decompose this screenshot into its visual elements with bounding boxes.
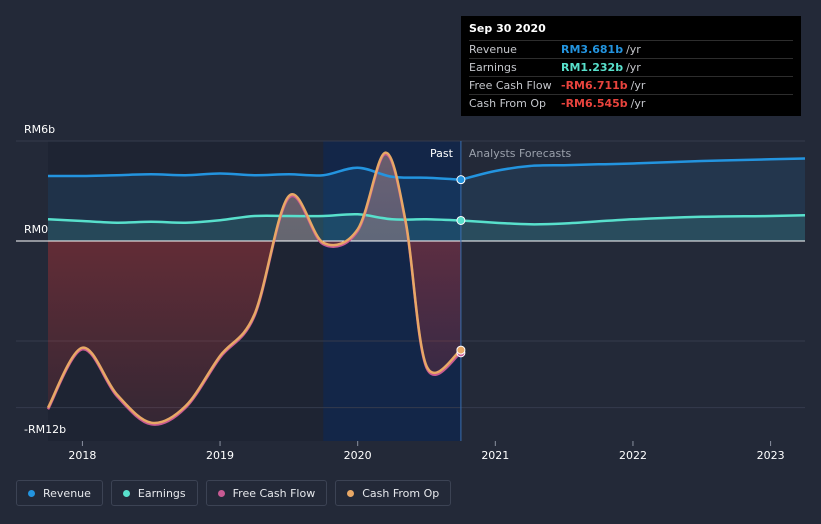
past-label: Past bbox=[430, 147, 454, 160]
legend-item-cfo[interactable]: Cash From Op bbox=[335, 480, 452, 506]
x-tick-label-2020: 2020 bbox=[344, 449, 372, 462]
legend: Revenue Earnings Free Cash Flow Cash Fro… bbox=[16, 480, 452, 506]
area-cfo-positive bbox=[48, 152, 461, 241]
line-revenue-past bbox=[47, 166, 461, 181]
tooltip-cfo-label: Cash From Op bbox=[469, 97, 547, 110]
legend-label-revenue: Revenue bbox=[43, 486, 91, 500]
y-label-zero: RM0 bbox=[24, 223, 48, 236]
legend-label-cfo: Cash From Op bbox=[362, 486, 440, 500]
line-cfo-past bbox=[46, 151, 462, 425]
tooltip-fcf-unit: /yr bbox=[630, 79, 646, 92]
marker-earnings bbox=[456, 215, 466, 225]
tooltip-earnings-label: Earnings bbox=[469, 61, 517, 74]
x-tick-label-2023: 2023 bbox=[757, 449, 785, 462]
tooltip: Sep 30 2020 Revenue RM3.681b /yr Earning… bbox=[461, 16, 801, 116]
tooltip-revenue-label: Revenue bbox=[469, 43, 517, 56]
tooltip-earnings-value: RM1.232b bbox=[561, 61, 624, 74]
tooltip-fcf-label: Free Cash Flow bbox=[469, 79, 552, 92]
marker-revenue bbox=[456, 175, 466, 185]
legend-dot-fcf bbox=[217, 489, 225, 497]
tooltip-row-cfo: Cash From Op -RM6.545b /yr bbox=[469, 94, 793, 112]
legend-label-earnings: Earnings bbox=[137, 486, 186, 500]
tooltip-fcf-value: -RM6.711b bbox=[561, 79, 628, 92]
legend-item-fcf[interactable]: Free Cash Flow bbox=[205, 480, 328, 506]
tooltip-date: Sep 30 2020 bbox=[469, 22, 546, 35]
x-tick-label-2022: 2022 bbox=[619, 449, 647, 462]
line-earnings-past bbox=[47, 212, 461, 224]
legend-dot-revenue bbox=[28, 489, 35, 497]
x-tick-label-2019: 2019 bbox=[206, 449, 234, 462]
tooltip-cfo-value: -RM6.545b bbox=[561, 97, 628, 110]
tooltip-revenue-value: RM3.681b bbox=[561, 43, 624, 56]
marker-cfo bbox=[456, 345, 466, 355]
line-revenue-forecast bbox=[460, 157, 806, 181]
tooltip-row-fcf: Free Cash Flow -RM6.711b /yr bbox=[469, 76, 793, 94]
tooltip-cfo-unit: /yr bbox=[630, 97, 646, 110]
x-tick-label-2018: 2018 bbox=[68, 449, 96, 462]
y-label-bottom: -RM12b bbox=[24, 423, 66, 436]
x-tick-label-2021: 2021 bbox=[481, 449, 509, 462]
tooltip-revenue-unit: /yr bbox=[626, 43, 641, 56]
tooltip-row-revenue: Revenue RM3.681b /yr bbox=[469, 40, 793, 58]
forecast-label: Analysts Forecasts bbox=[469, 147, 572, 160]
legend-item-earnings[interactable]: Earnings bbox=[110, 480, 198, 506]
legend-label-fcf: Free Cash Flow bbox=[232, 486, 316, 500]
tooltip-row-earnings: Earnings RM1.232b /yr bbox=[469, 58, 793, 76]
area-cfo-negative bbox=[48, 241, 461, 423]
line-earnings-forecast bbox=[460, 213, 806, 226]
y-label-top: RM6b bbox=[24, 123, 55, 136]
tooltip-earnings-unit: /yr bbox=[626, 61, 641, 74]
legend-dot-earnings bbox=[122, 489, 130, 497]
legend-dot-cfo bbox=[347, 489, 355, 497]
legend-item-revenue[interactable]: Revenue bbox=[16, 480, 103, 506]
